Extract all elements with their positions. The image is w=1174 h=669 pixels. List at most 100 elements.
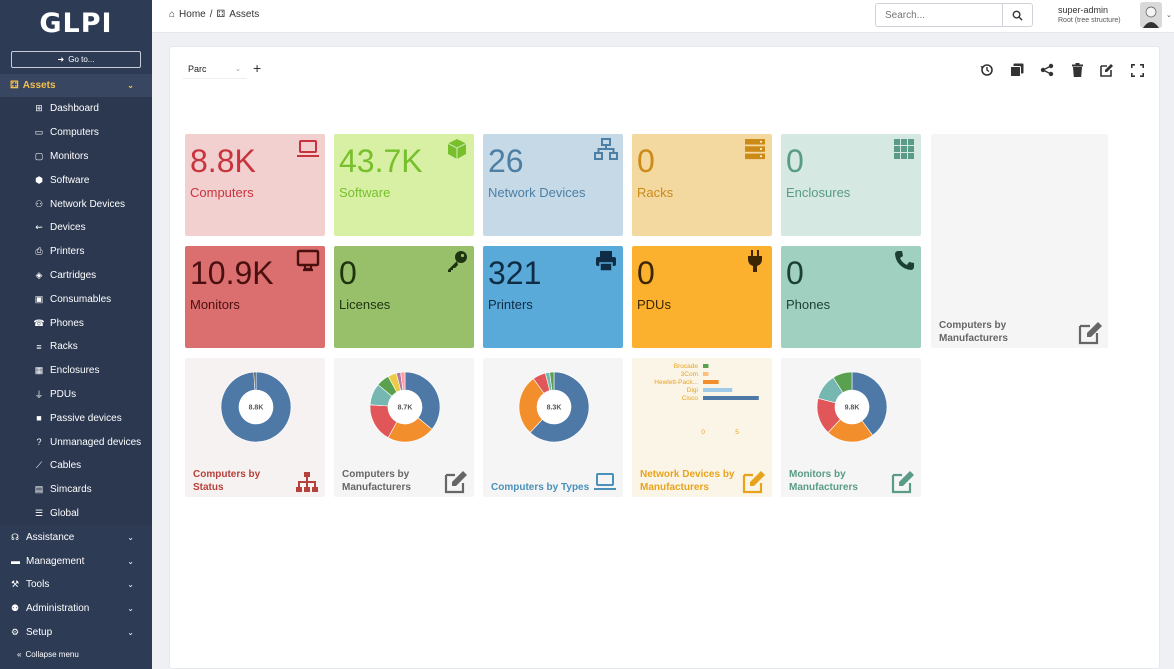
breadcrumb-separator: / [209,9,213,20]
card-phones[interactable]: 0 Phones [781,246,921,348]
sidebar-item-simcards[interactable]: ▤ Simcards [0,478,152,502]
card-enclosures[interactable]: 0 Enclosures [781,134,921,236]
sidebar-item-devices[interactable]: ⇜ Devices [0,216,152,240]
grid-icon [892,137,916,161]
breadcrumb-home[interactable]: Home [179,9,206,20]
search-input[interactable] [875,3,1002,27]
card-racks[interactable]: 0 Racks [632,134,772,236]
goto-button[interactable]: ➜ Go to... [11,51,141,68]
network-icon [594,137,618,161]
sidebar-section-management[interactable]: ▬ Management ⌄ [0,549,152,573]
sidebar-item-unmanaged-devices[interactable]: ? Unmanaged devices [0,430,152,454]
card-printers[interactable]: 321 Printers [483,246,623,348]
sidebar-item-pdus[interactable]: ⏚ PDUs [0,383,152,407]
sidebar-item-label: Passive devices [50,412,122,424]
chart-card-computers-by-manufacturers[interactable]: Computers by Manufacturers 8.7K [334,358,474,497]
glpi-logo[interactable]: GLPI [39,7,113,39]
chevron-down-icon: ⌄ [127,580,134,590]
share-icon[interactable] [1039,62,1055,78]
fullscreen-icon[interactable] [1129,62,1145,78]
sidebar-sections: ☊ Assistance ⌄ ▬ Management ⌄ ⚒ Tools ⌄ ⚉ Administ… [0,525,152,644]
edit-icon[interactable] [1099,62,1115,78]
collapse-menu-button[interactable]: « Collapse menu [0,644,152,664]
bar[interactable] [703,380,719,384]
donut-chart: 9.8K [816,371,888,443]
bar[interactable] [703,372,709,376]
chart-card-network-devices-by-manufacturers[interactable]: Network Devices by Manufacturers Brocade… [632,358,772,497]
avatar[interactable] [1140,2,1162,28]
plug-icon [743,249,767,273]
history-icon[interactable] [979,62,995,78]
dashboard-select[interactable]: Parc ⌄ [183,60,247,79]
section-label: Tools [26,579,50,591]
card-label: Racks [637,185,674,200]
search-button[interactable] [1002,3,1033,27]
sidebar-item-consumables[interactable]: ▣ Consumables [0,287,152,311]
card-value: 10.9K [190,255,274,291]
home-icon: ⌂ [169,9,176,20]
card-software[interactable]: 43.7K Software [334,134,474,236]
sidebar-item-label: Cables [50,460,82,472]
empty-chart-card[interactable]: Computers by Manufacturers [931,134,1108,348]
sidebar-section-administration[interactable]: ⚉ Administration ⌄ [0,597,152,621]
user-name[interactable]: super-admin [1058,5,1109,15]
card-label: Monitors [190,297,240,312]
sidebar-item-label: Cartridges [50,269,97,281]
sidebar-item-passive-devices[interactable]: ■ Passive devices [0,406,152,430]
bar-category-label: Brocade [674,363,699,370]
sidebar-item-monitors[interactable]: ▢ Monitors [0,145,152,169]
breadcrumb-assets[interactable]: Assets [229,9,260,20]
clone-icon[interactable] [1009,62,1025,78]
chart-card-computers-by-status[interactable]: Computers by Status 8.8K [185,358,325,497]
wallet-icon: ▬ [11,556,20,567]
donut-center-label: 9.8K [845,405,860,412]
sidebar-section-assets[interactable]: ⚃ Assets ⌄ [0,74,152,97]
sidebar-item-dashboard[interactable]: ⊞ Dashboard [0,97,152,121]
sidebar-section-setup[interactable]: ⚙ Setup ⌄ [0,621,152,645]
edit-icon [742,470,768,494]
card-licenses[interactable]: 0 Licenses [334,246,474,348]
trash-icon[interactable] [1069,62,1085,78]
dashboard-toolbar [979,62,1145,78]
cogs-icon: ⚙ [11,626,20,637]
cubes-icon: ⚃ [216,9,226,20]
bar[interactable] [703,396,759,400]
sidebar-item-label: Dashboard [50,103,99,115]
sidebar-item-enclosures[interactable]: ▦ Enclosures [0,359,152,383]
sidebar-item-computers[interactable]: ▭ Computers [0,121,152,145]
sidebar-item-global[interactable]: ☰ Global [0,502,152,526]
donut-hole [388,390,422,424]
sidebar-item-network-devices[interactable]: ⚇ Network Devices [0,192,152,216]
section-label: Setup [26,626,53,638]
card-network-devices[interactable]: 26 Network Devices [483,134,623,236]
chart-card-label: Network Devices by Manufacturers [640,469,735,493]
monitor-icon [296,249,320,273]
bar[interactable] [703,388,733,392]
chevron-down-icon[interactable]: ⌄ [1166,12,1172,19]
x-tick-label: 0 [701,429,705,436]
user-entity[interactable]: Root (tree structure) [1058,17,1121,24]
sidebar-items: ⊞ Dashboard ▭ Computers ▢ Monitors ⬢ Software ⚇ N… [0,97,152,526]
sidebar-section-tools[interactable]: ⚒ Tools ⌄ [0,573,152,597]
sidebar-item-printers[interactable]: ⎙ Printers [0,240,152,264]
search-icon [1012,10,1023,21]
sidebar-item-cartridges[interactable]: ◈ Cartridges [0,264,152,288]
laptop-icon [593,470,619,494]
sidebar-item-software[interactable]: ⬢ Software [0,168,152,192]
card-monitors[interactable]: 10.9K Monitors [185,246,325,348]
card-label: PDUs [637,297,671,312]
bar[interactable] [703,364,709,368]
card-computers[interactable]: 8.8K Computers [185,134,325,236]
sidebar-section-assistance[interactable]: ☊ Assistance ⌄ [0,525,152,549]
chart-card-monitors-by-manufacturers[interactable]: Monitors by Manufacturers 9.8K [781,358,921,497]
headset-icon: ☊ [11,531,19,542]
card-pdus[interactable]: 0 PDUs [632,246,772,348]
chart-card-computers-by-types[interactable]: Computers by Types 8.3K [483,358,623,497]
cube-icon: ⬢ [35,174,43,185]
sidebar-item-racks[interactable]: ≡ Racks [0,335,152,359]
add-dashboard-button[interactable]: + [253,60,262,76]
donut-center-label: 8.7K [398,405,413,412]
sidebar-item-cables[interactable]: ⟋ Cables [0,454,152,478]
sidebar-item-phones[interactable]: ☎ Phones [0,311,152,335]
section-label: Assistance [26,531,75,543]
